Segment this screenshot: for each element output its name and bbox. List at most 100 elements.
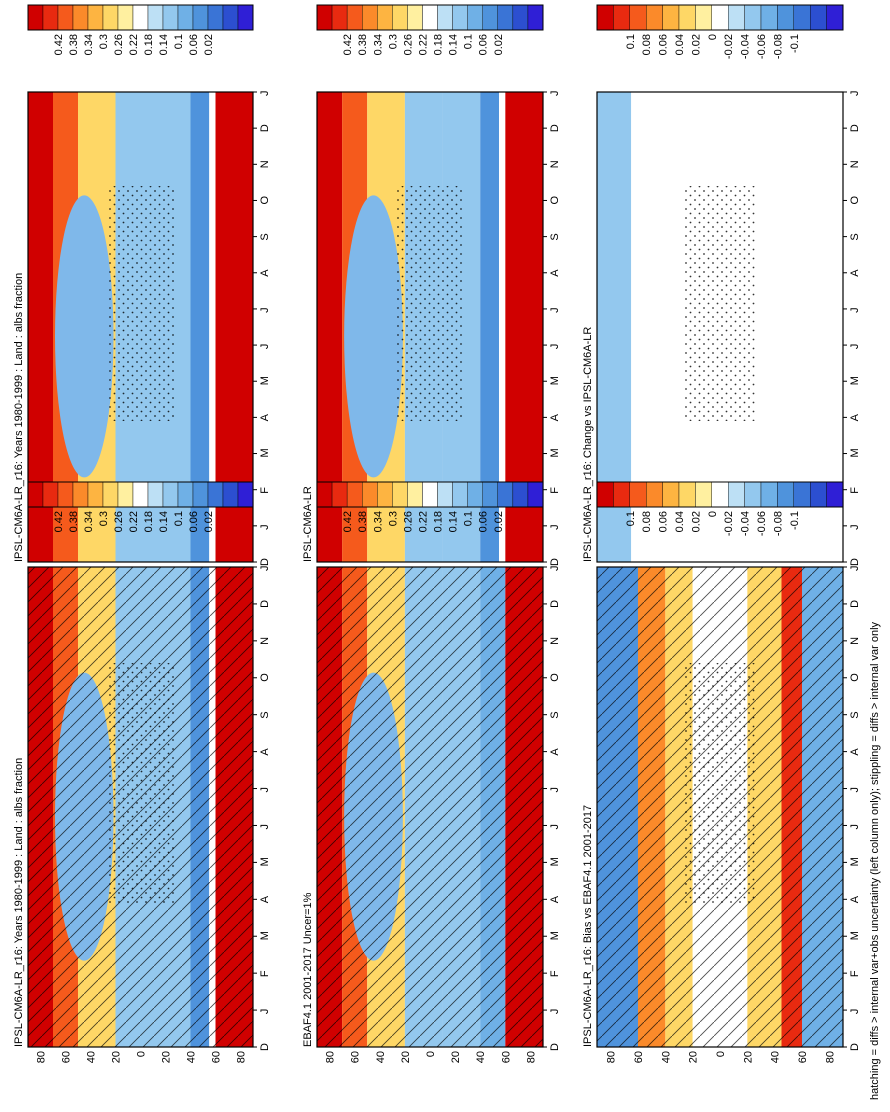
colorbar-swatch (497, 4, 514, 31)
colorbar-swatch (826, 481, 844, 508)
month-label: M (259, 857, 271, 866)
colorbar-swatch (362, 4, 378, 31)
stippling-overlay (683, 186, 757, 421)
colorbar-swatch (711, 481, 729, 508)
month-label: S (849, 233, 861, 240)
month-label: M (259, 376, 271, 385)
month-label: A (849, 895, 861, 903)
colorbar-label: -0.08 (772, 34, 784, 59)
month-label: O (849, 673, 861, 682)
month-label: N (259, 637, 271, 645)
colorbar-swatch (613, 481, 631, 508)
month-label: D (849, 124, 861, 132)
colorbar-swatch (177, 481, 194, 508)
lat-label: 80 (236, 1051, 248, 1063)
lat-label: 60 (633, 1051, 645, 1063)
lat-label: 60 (350, 1051, 362, 1063)
panel-title: IPSL-CM6A-LR_r16: Years 1980-1999 : Land… (13, 758, 25, 1047)
month-label: J (849, 307, 861, 313)
colorbar-swatch (177, 4, 194, 31)
panel-title: IPSL-CM6A-LR_r16: Bias vs EBAF4.1 2001-2… (582, 805, 594, 1047)
colorbar-label: 0.06 (478, 34, 490, 55)
lat-label: 60 (61, 1051, 73, 1063)
lat-label: 60 (211, 1051, 223, 1063)
month-label: D (549, 558, 561, 566)
colorbar-label: 0.42 (342, 34, 354, 55)
colorbar-swatch (711, 4, 729, 31)
month-label: S (259, 711, 271, 718)
colorbar-label: 0.34 (83, 511, 95, 532)
colorbar-label: 0.02 (690, 34, 702, 55)
colorbar-swatch (392, 4, 408, 31)
colorbar-frame (316, 4, 544, 31)
colorbar-label: 0.26 (113, 511, 125, 532)
colorbar-swatch (192, 4, 209, 31)
month-label: A (849, 413, 861, 421)
lat-label: 80 (36, 1051, 48, 1063)
month-label: N (549, 160, 561, 168)
colorbar-label: 0.1 (173, 511, 185, 526)
seasonal-minimum (344, 195, 403, 478)
colorbar-swatch (662, 481, 680, 508)
lat-label: 0 (136, 1051, 148, 1057)
colorbar-swatch (527, 4, 544, 31)
hatching-overlay (317, 567, 543, 1047)
colorbar-swatch (207, 4, 224, 31)
colorbar-swatch (467, 481, 483, 508)
colorbar-swatch (407, 481, 423, 508)
colorbar-swatch (192, 481, 209, 508)
heat-band (209, 92, 216, 562)
month-label: J (259, 524, 271, 530)
seasonal-minimum (55, 195, 114, 478)
panel-title: EBAF4.1 2001-2017 Uncer=1% (302, 892, 314, 1047)
colorbar-swatch (72, 4, 89, 31)
colorbar-label: 0.04 (674, 511, 686, 532)
colorbar-swatch (207, 481, 224, 508)
colorbar-swatch (678, 4, 696, 31)
colorbar-swatch (42, 481, 59, 508)
stippling-overlay (106, 186, 175, 421)
month-label: F (259, 970, 271, 977)
month-label: O (259, 195, 271, 204)
month-label: J (549, 307, 561, 313)
month-label: J (549, 344, 561, 350)
month-label: J (259, 344, 271, 350)
colorbar-swatch (331, 481, 348, 508)
lat-label: 20 (450, 1051, 462, 1063)
month-label: M (259, 448, 271, 457)
colorbar-swatch (512, 4, 529, 31)
colorbar-swatch (678, 481, 696, 508)
month-label: J (259, 1009, 271, 1015)
month-label: J (849, 91, 861, 97)
colorbar-swatch (102, 481, 119, 508)
colorbar-swatch (810, 4, 827, 31)
panel-title: IPSL-CM6A-LR (302, 486, 314, 562)
month-label: A (259, 748, 271, 756)
colorbar-swatch (482, 481, 499, 508)
colorbar-swatch (147, 4, 164, 31)
colorbar-label: 0.1 (173, 34, 185, 49)
colorbar-label: 0.26 (113, 34, 125, 55)
panel-frame (27, 91, 254, 563)
colorbar-label: -0.1 (789, 511, 801, 530)
lat-label: 20 (161, 1051, 173, 1063)
month-label: A (549, 895, 561, 903)
month-label: A (259, 895, 271, 903)
month-label: A (259, 269, 271, 277)
colorbar-swatch (422, 4, 438, 31)
month-label: D (549, 124, 561, 132)
colorbar-label: 0.06 (188, 511, 200, 532)
month-label: D (849, 558, 861, 566)
lat-label: 20 (742, 1051, 754, 1063)
colorbar-label: 0.06 (188, 34, 200, 55)
month-label: J (259, 307, 271, 313)
month-label: J (549, 1009, 561, 1015)
colorbar-swatch (437, 4, 453, 31)
colorbar-label: -0.04 (740, 34, 752, 59)
colorbar-swatch (629, 4, 647, 31)
colorbar-label: 0.02 (203, 34, 215, 55)
